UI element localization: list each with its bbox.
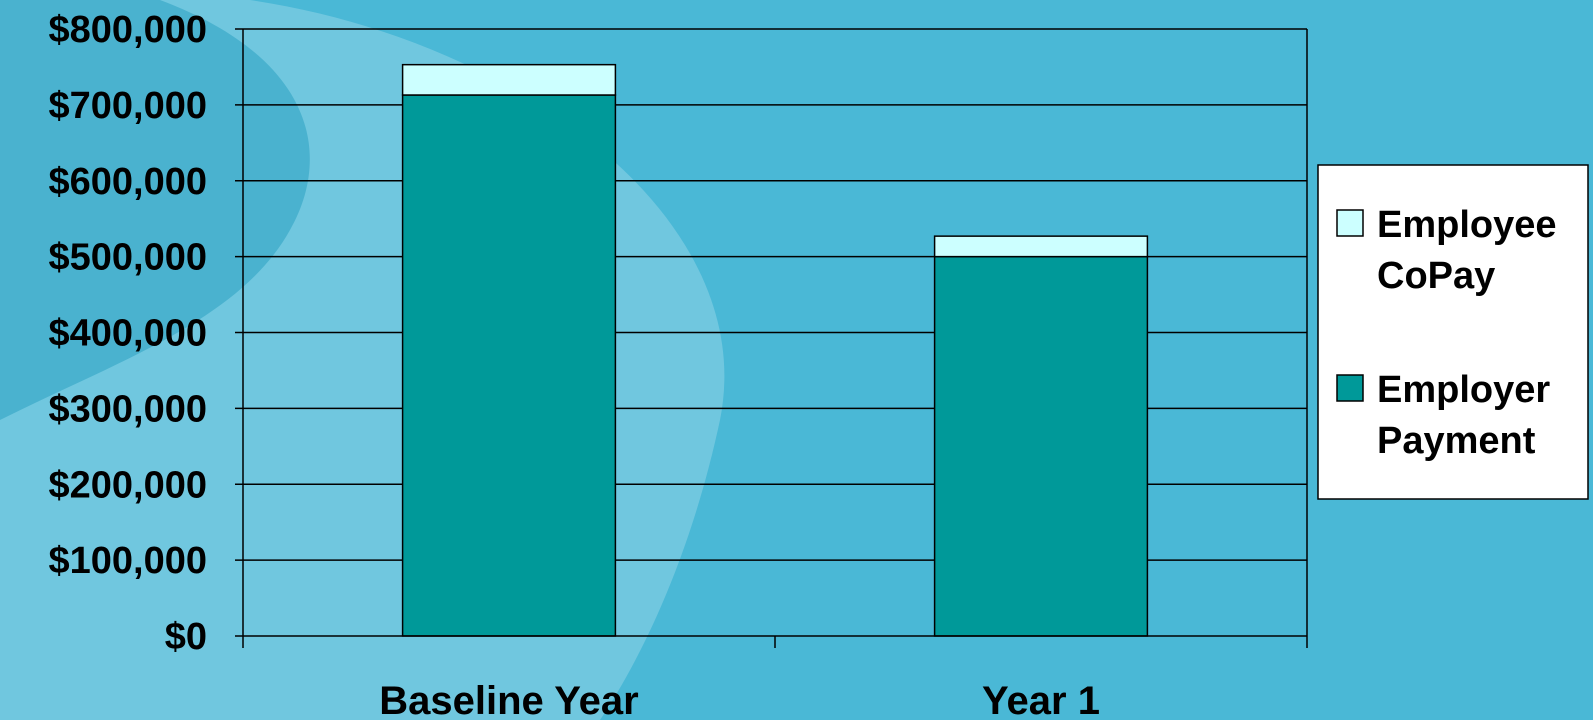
y-tick-label: $400,000 bbox=[49, 313, 208, 355]
x-category-label: Baseline Year bbox=[379, 679, 638, 720]
y-tick-label: $100,000 bbox=[49, 540, 208, 582]
bar-employer-payment bbox=[933, 255, 1149, 637]
legend: Employee CoPay Employer Payment bbox=[1317, 164, 1589, 500]
legend-swatch bbox=[1336, 374, 1364, 402]
y-tick-label: $300,000 bbox=[49, 388, 208, 430]
axes bbox=[235, 28, 1308, 648]
y-axis-tick-labels: $0 $100,000 $200,000 $300,000 $400,000 $500,0… bbox=[49, 9, 208, 658]
y-tick-label: $0 bbox=[165, 616, 207, 658]
y-tick-label: $200,000 bbox=[49, 464, 208, 506]
y-tick-label: $800,000 bbox=[49, 9, 208, 51]
legend-label: Payment bbox=[1377, 420, 1536, 462]
background-swirl-shape bbox=[0, 0, 310, 420]
bar-employer-payment bbox=[401, 94, 617, 637]
x-category-label: Year 1 bbox=[982, 679, 1100, 720]
y-tick-label: $500,000 bbox=[49, 237, 208, 279]
legend-swatch bbox=[1336, 209, 1364, 237]
legend-label: CoPay bbox=[1377, 255, 1495, 297]
legend-label: Employee bbox=[1377, 204, 1557, 246]
y-tick-label: $600,000 bbox=[49, 161, 208, 203]
bar-employee-copay bbox=[933, 235, 1149, 258]
bar-employee-copay bbox=[401, 63, 617, 96]
y-tick-label: $700,000 bbox=[49, 85, 208, 127]
legend-label: Employer bbox=[1377, 369, 1550, 411]
x-axis-category-labels: Baseline Year Year 1 bbox=[379, 679, 1100, 720]
bars bbox=[401, 63, 1149, 637]
